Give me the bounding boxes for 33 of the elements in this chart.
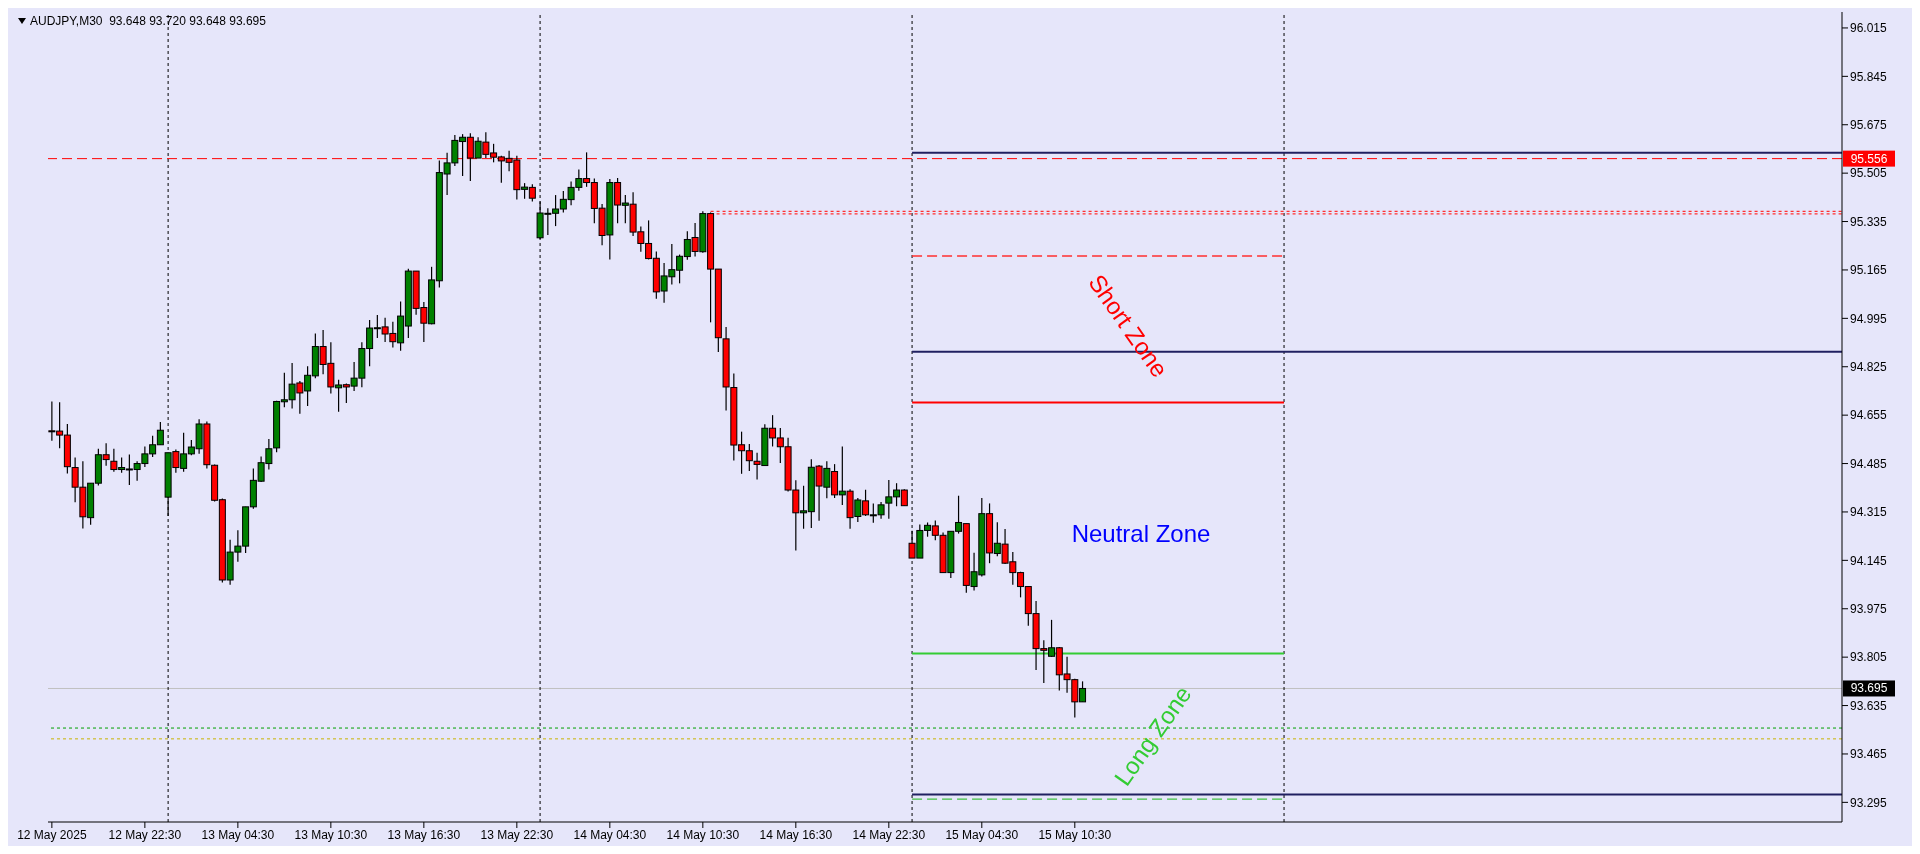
annotation: Neutral Zone: [1071, 520, 1211, 548]
y-tick-label: 95.165: [1850, 263, 1888, 278]
y-tick-label: 94.145: [1850, 553, 1888, 568]
y-tick-label: 94.485: [1850, 456, 1888, 471]
y-tick-label: 95.675: [1850, 118, 1888, 133]
y-tick-label: 94.825: [1850, 360, 1888, 375]
y-tick-label: 93.635: [1850, 698, 1888, 713]
x-tick-label: 13 May 16:30: [387, 827, 461, 842]
x-tick-label: 13 May 04:30: [201, 827, 275, 842]
x-tick-label: 14 May 10:30: [666, 827, 740, 842]
y-tick-label: 93.295: [1850, 795, 1888, 810]
y-tick-label: 94.995: [1850, 311, 1888, 326]
y-tick-label: 95.335: [1850, 214, 1888, 229]
x-tick-label: 13 May 22:30: [480, 827, 554, 842]
chart-title: AUDJPY,M30 93.648 93.720 93.648 93.695: [30, 14, 266, 28]
y-tick-label: 95.505: [1850, 166, 1888, 181]
x-tick-label: 13 May 10:30: [294, 827, 368, 842]
x-tick-label: 12 May 2025: [17, 827, 87, 842]
y-tick-label: 93.805: [1850, 650, 1888, 665]
x-tick-label: 14 May 04:30: [573, 827, 647, 842]
x-tick-label: 12 May 22:30: [108, 827, 182, 842]
x-tick-label: 15 May 10:30: [1038, 827, 1112, 842]
ref-line-label: 93.695: [1850, 681, 1888, 696]
x-tick-label: 15 May 04:30: [945, 827, 1019, 842]
y-tick-label: 93.975: [1850, 602, 1888, 617]
y-tick-label: 94.315: [1850, 505, 1888, 520]
ref-line-label: 95.556: [1850, 151, 1888, 166]
y-tick-label: 95.845: [1850, 69, 1888, 84]
y-tick-label: 94.655: [1850, 408, 1888, 423]
x-tick-label: 14 May 22:30: [852, 827, 926, 842]
y-tick-label: 93.465: [1850, 747, 1888, 762]
x-tick-label: 14 May 16:30: [759, 827, 833, 842]
y-tick-label: 96.015: [1850, 21, 1888, 36]
